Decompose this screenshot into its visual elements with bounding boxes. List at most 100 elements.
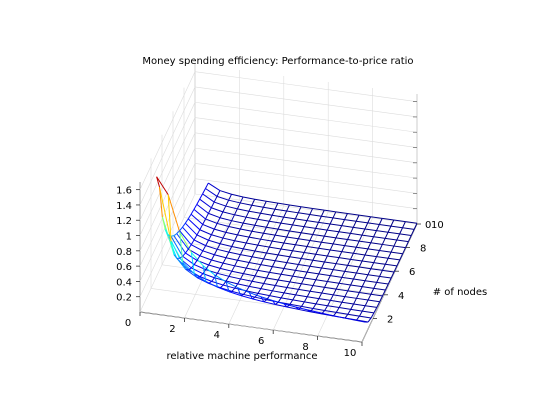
surface-segment (196, 198, 201, 205)
surface-segment (208, 264, 221, 269)
surface-segment (318, 267, 323, 275)
surface-segment (275, 260, 287, 264)
surface-segment (376, 224, 380, 231)
surface-segment (252, 280, 264, 284)
surface-segment (390, 245, 395, 253)
surface-segment (376, 301, 381, 308)
surface-segment (280, 222, 293, 226)
surface-segment (370, 288, 375, 295)
surface-segment (356, 220, 368, 224)
surface-segment (260, 283, 265, 289)
surface-segment (263, 206, 276, 210)
surface-segment (257, 218, 270, 222)
surface-segment (300, 206, 313, 209)
surface-segment (356, 292, 360, 299)
surface-segment (251, 296, 256, 300)
grid-line (194, 147, 418, 179)
surface-segment (205, 269, 218, 274)
surface-segment (376, 256, 389, 259)
surface-segment (396, 233, 401, 241)
surface-segment (202, 245, 207, 252)
surface-segment (251, 230, 264, 234)
surface-segment (179, 232, 192, 253)
surface-segment (193, 208, 206, 220)
surface-segment (373, 230, 377, 237)
surface-segment (216, 195, 229, 201)
surface-segment (338, 301, 343, 308)
surface-segment (173, 233, 178, 237)
surface-segment (263, 258, 276, 262)
surface-segment (292, 224, 305, 228)
surface-segment (353, 252, 366, 256)
surface-segment (245, 236, 250, 244)
surface-segment (387, 231, 400, 235)
surface-segment (350, 308, 363, 312)
surface-segment (190, 209, 195, 215)
surface-segment (382, 289, 386, 297)
grid-line (139, 193, 196, 313)
surface-segment (263, 299, 267, 303)
surface-segment (289, 230, 302, 234)
surface-segment (362, 286, 374, 289)
surface-segment (182, 222, 186, 228)
surface-segment (350, 303, 355, 310)
surface-segment (286, 306, 299, 310)
surface-segment (243, 293, 256, 298)
surface-segment (367, 299, 380, 303)
surface-segment (379, 275, 392, 279)
surface-segment (239, 222, 244, 230)
surface-segment (208, 182, 221, 191)
surface-segment (260, 233, 264, 240)
surface-segment (216, 190, 221, 197)
surface-segment (347, 290, 360, 294)
surface-segment (260, 296, 273, 301)
surface-segment (359, 240, 371, 244)
surface-segment (321, 215, 334, 219)
surface-segment (240, 295, 253, 300)
surface-segment (324, 209, 336, 213)
surface-segment (243, 248, 255, 252)
surface-segment (219, 237, 224, 244)
surface-segment (347, 264, 360, 268)
surface-segment (167, 194, 181, 233)
surface-segment (260, 212, 273, 216)
surface-segment (225, 276, 230, 282)
surface-segment (373, 236, 386, 239)
surface-segment (341, 225, 354, 228)
surface-segment (222, 257, 227, 264)
surface-segment (286, 262, 299, 265)
surface-segment (231, 220, 244, 224)
surface-segment (304, 277, 316, 281)
surface-segment (347, 313, 360, 317)
surface-segment (283, 210, 288, 218)
surface-segment (353, 278, 366, 282)
surface-segment (193, 260, 198, 265)
surface-segment (185, 252, 198, 261)
surface-segment (184, 222, 198, 236)
surface-segment (219, 211, 224, 218)
surface-segment (399, 253, 404, 261)
y-tick-label: 4 (398, 291, 404, 302)
surface-segment (301, 305, 314, 309)
surface-segment (275, 301, 279, 305)
surface-segment (199, 229, 212, 236)
surface-segment (376, 230, 389, 233)
surface-segment (323, 229, 328, 237)
surface-segment (298, 283, 302, 290)
surface-segment (376, 250, 380, 257)
surface-segment (217, 248, 229, 253)
surface-segment (245, 286, 250, 292)
surface-segment (387, 251, 392, 259)
surface-segment (170, 241, 184, 263)
surface-segment (315, 222, 319, 229)
surface-segment (228, 199, 241, 204)
z-tick-label: 0.4 (116, 277, 132, 288)
surface-segment (315, 248, 320, 255)
surface-segment (307, 271, 319, 275)
surface-segment (396, 259, 401, 267)
surface-segment (321, 235, 325, 243)
surface-segment (297, 232, 302, 239)
surface-segment (248, 292, 253, 300)
surface-segment (269, 295, 282, 299)
surface-segment (211, 254, 215, 261)
